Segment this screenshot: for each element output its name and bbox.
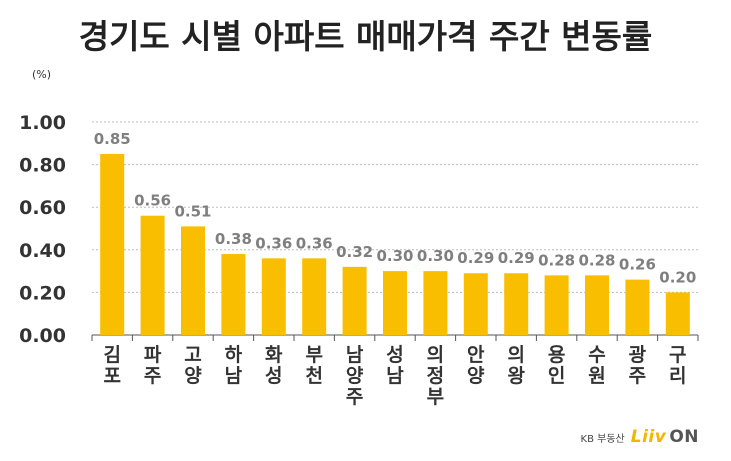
bar-12 xyxy=(544,275,569,335)
value-label: 0.30 xyxy=(376,247,413,265)
bar-13 xyxy=(585,275,609,335)
bar-8 xyxy=(383,271,407,335)
value-label: 0.30 xyxy=(417,247,454,265)
chart-title: 경기도 시별 아파트 매매가격 주간 변동률 xyxy=(78,17,653,56)
bar-7 xyxy=(342,266,367,335)
bar-5 xyxy=(261,258,286,335)
value-label: 0.20 xyxy=(659,268,696,286)
bar-11 xyxy=(504,273,529,335)
bar-10 xyxy=(463,273,488,335)
value-label: 0.29 xyxy=(457,249,494,267)
y-tick-label: 1.00 xyxy=(19,112,66,134)
liiv-logo-text: Liiv xyxy=(630,427,667,447)
value-label: 0.32 xyxy=(336,243,373,261)
y-tick-label: 0.20 xyxy=(19,282,66,304)
bar-15 xyxy=(665,292,690,335)
bar-9 xyxy=(423,271,448,335)
bar-3 xyxy=(181,226,205,335)
source-credit: KB 부동산 Liiv ON xyxy=(581,427,699,447)
source-kb-label: KB 부동산 xyxy=(580,433,625,445)
value-label: 0.51 xyxy=(174,202,211,220)
value-label: 0.28 xyxy=(538,251,575,269)
y-tick-label: 0.80 xyxy=(19,155,66,177)
bar-6 xyxy=(302,258,327,335)
value-label: 0.36 xyxy=(296,234,333,252)
value-label: 0.28 xyxy=(578,251,615,269)
bar-1 xyxy=(100,153,125,335)
y-tick-label: 0.40 xyxy=(19,240,66,262)
value-label: 0.56 xyxy=(134,192,171,210)
value-label: 0.29 xyxy=(498,249,535,267)
bar-14 xyxy=(625,279,650,335)
value-label: 0.36 xyxy=(255,234,292,252)
y-tick-label: 0.00 xyxy=(19,325,66,347)
liivon-logo: Liiv ON xyxy=(631,427,699,447)
y-axis-unit: (%) xyxy=(32,68,52,81)
value-label: 0.38 xyxy=(215,230,252,248)
value-label: 0.26 xyxy=(619,256,656,274)
value-label: 0.85 xyxy=(94,130,131,148)
bar-2 xyxy=(140,215,165,335)
y-tick-label: 0.60 xyxy=(19,197,66,219)
bar-4 xyxy=(221,254,246,335)
on-logo-text: ON xyxy=(669,427,699,447)
